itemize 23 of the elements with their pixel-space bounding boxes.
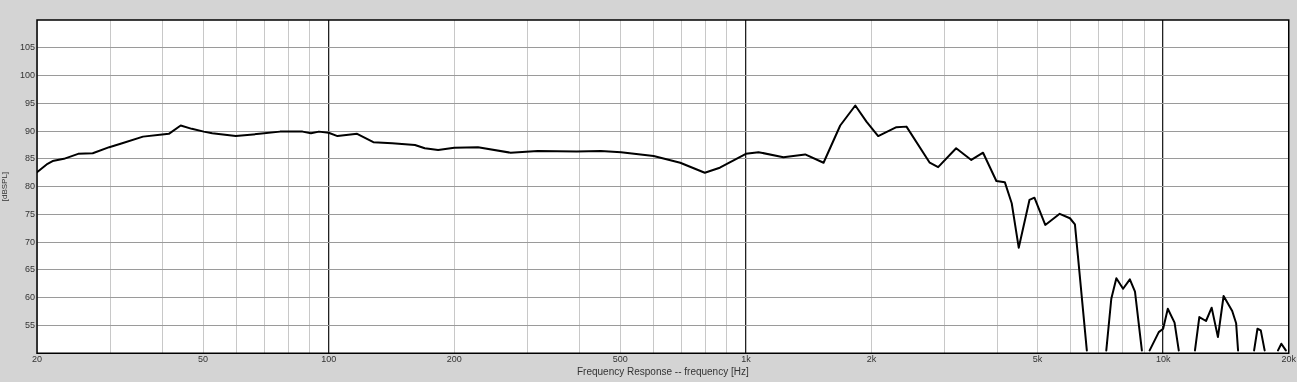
y-tick-label: 70 [24, 236, 35, 247]
y-tick-label: 80 [24, 181, 35, 192]
y-tick-label: 100 [19, 70, 35, 81]
y-tick-label: 90 [24, 125, 35, 136]
x-tick-label: 2k [866, 354, 877, 365]
x-tick-label: 5k [1032, 354, 1043, 365]
x-axis-title: Frequency Response -- frequency [Hz] [577, 365, 749, 377]
y-tick-label: 95 [24, 97, 35, 108]
x-tick-label: 20 [31, 354, 43, 365]
y-tick-label: 85 [24, 153, 35, 164]
y-tick-label: 105 [19, 42, 35, 53]
x-tick-label: 100 [321, 354, 337, 365]
y-tick-label: 55 [24, 319, 35, 330]
y-tick-label: 60 [24, 292, 35, 303]
x-tick-label: 50 [198, 354, 209, 365]
x-tick-label: 10k [1155, 354, 1171, 365]
x-tick-label: 1k [741, 354, 752, 365]
x-tick-label: 500 [612, 354, 628, 365]
y-axis-title: [dBSPL] [0, 171, 9, 202]
y-tick-label: 75 [24, 208, 35, 219]
x-tick-label: 20k [1281, 354, 1297, 365]
y-tick-label: 65 [24, 264, 35, 275]
x-tick-label: 200 [446, 354, 462, 365]
